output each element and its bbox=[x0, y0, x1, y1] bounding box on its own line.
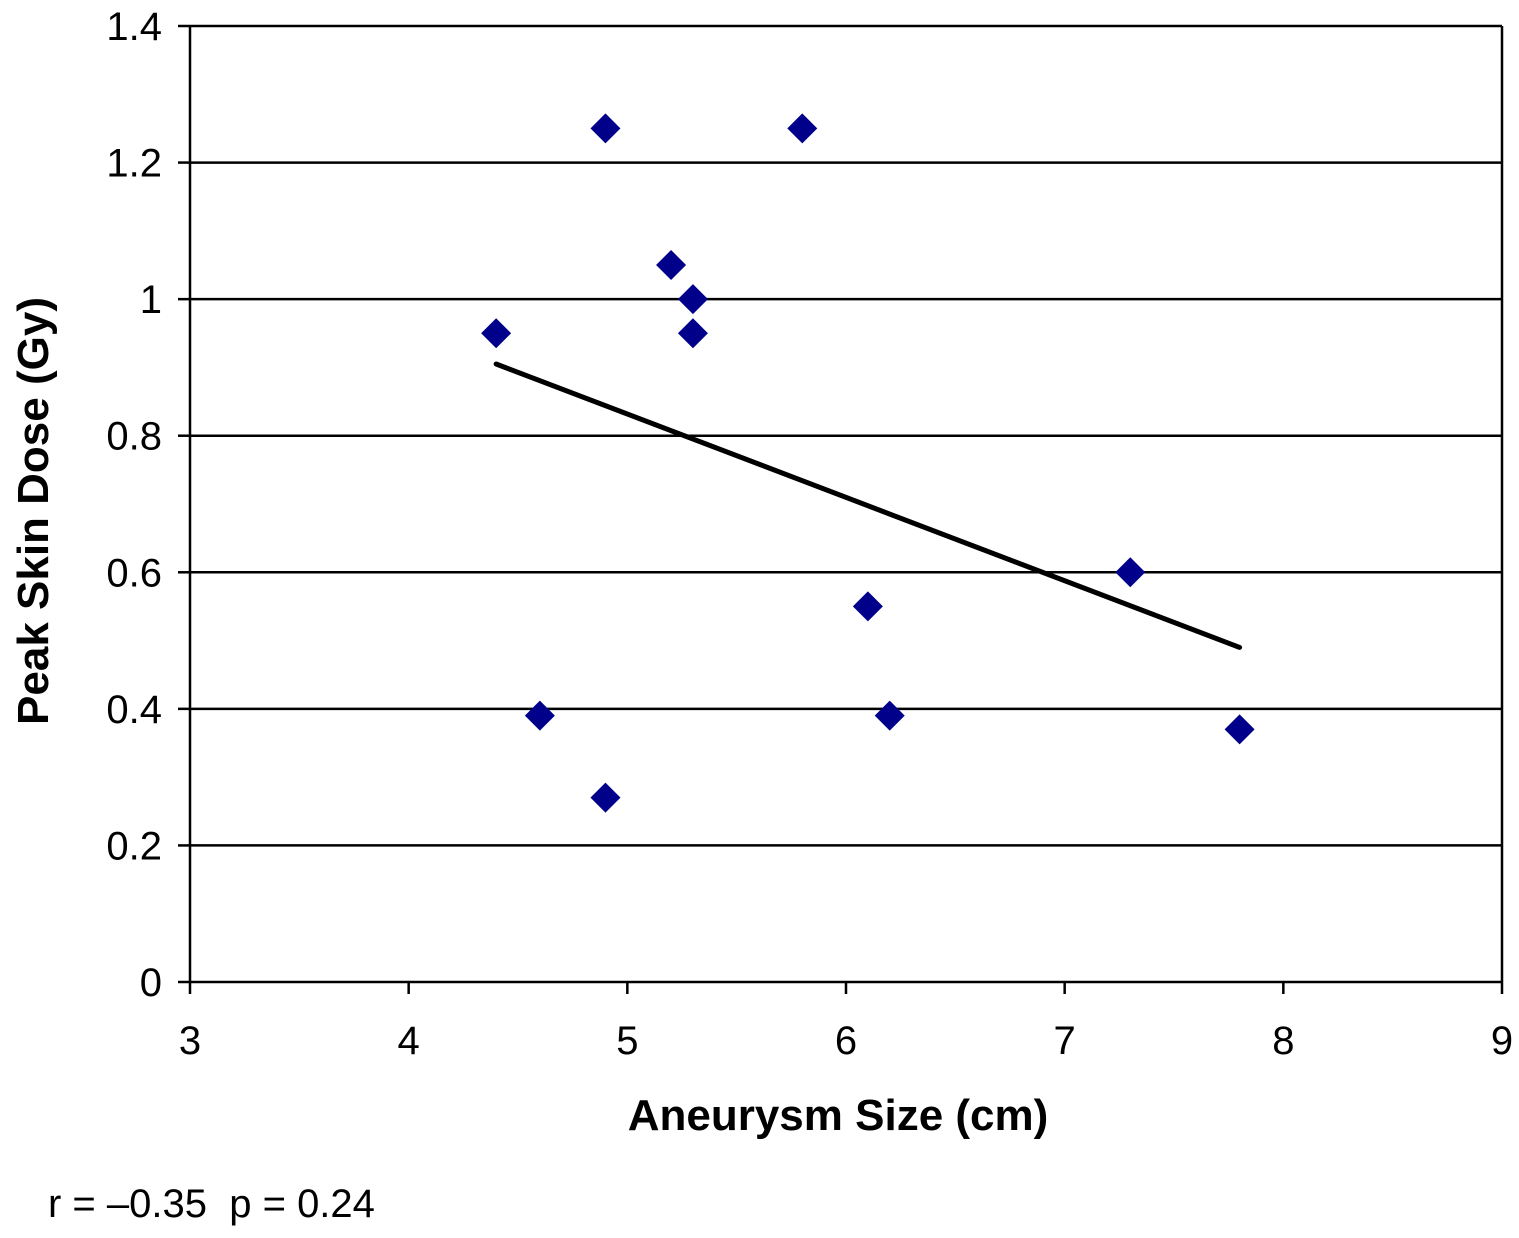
y-axis-title: Peak Skin Dose (Gy) bbox=[9, 297, 58, 725]
data-points bbox=[481, 113, 1255, 813]
y-tick-label: 0.4 bbox=[106, 688, 162, 732]
data-point-marker bbox=[1224, 714, 1255, 745]
gridlines bbox=[190, 24, 1502, 847]
correlation-stats: r = –0.35 p = 0.24 bbox=[48, 1182, 375, 1226]
y-tick-label: 0.2 bbox=[106, 824, 162, 868]
trendline bbox=[493, 361, 1243, 650]
data-point-marker bbox=[677, 318, 708, 349]
y-tick-label: 0 bbox=[140, 961, 162, 1005]
y-tick-label: 1.2 bbox=[106, 142, 162, 186]
y-tick-label: 1 bbox=[140, 278, 162, 322]
x-tick-label: 9 bbox=[1491, 1019, 1513, 1063]
data-point-marker bbox=[656, 250, 687, 280]
data-point-marker bbox=[852, 591, 883, 622]
x-tick-label: 7 bbox=[1054, 1019, 1076, 1063]
x-tick-label: 3 bbox=[179, 1019, 201, 1063]
data-point-marker bbox=[1115, 557, 1146, 588]
data-point-marker bbox=[524, 700, 555, 731]
data-point-marker bbox=[874, 700, 905, 731]
x-tick-label: 8 bbox=[1272, 1019, 1294, 1063]
y-tick-label: 1.4 bbox=[106, 5, 162, 49]
data-point-marker bbox=[590, 113, 621, 144]
y-tick-label: 0.6 bbox=[106, 551, 162, 595]
data-point-marker bbox=[481, 318, 512, 349]
x-tick-label: 5 bbox=[616, 1019, 638, 1063]
data-point-marker bbox=[590, 782, 621, 813]
trendline-layer bbox=[493, 361, 1243, 650]
x-tick-label: 4 bbox=[398, 1019, 420, 1063]
data-point-marker bbox=[677, 284, 708, 315]
x-axis-title: Aneurysm Size (cm) bbox=[628, 1091, 1049, 1140]
data-point-marker bbox=[787, 113, 818, 144]
y-tick-label: 0.8 bbox=[106, 415, 162, 459]
x-tick-label: 6 bbox=[835, 1019, 857, 1063]
axes bbox=[178, 24, 1504, 994]
tick-labels: 0 0.2 0.4 0.6 0.8 1 1.2 1.4 3 4 5 6 7 8 9 bbox=[106, 5, 1513, 1063]
